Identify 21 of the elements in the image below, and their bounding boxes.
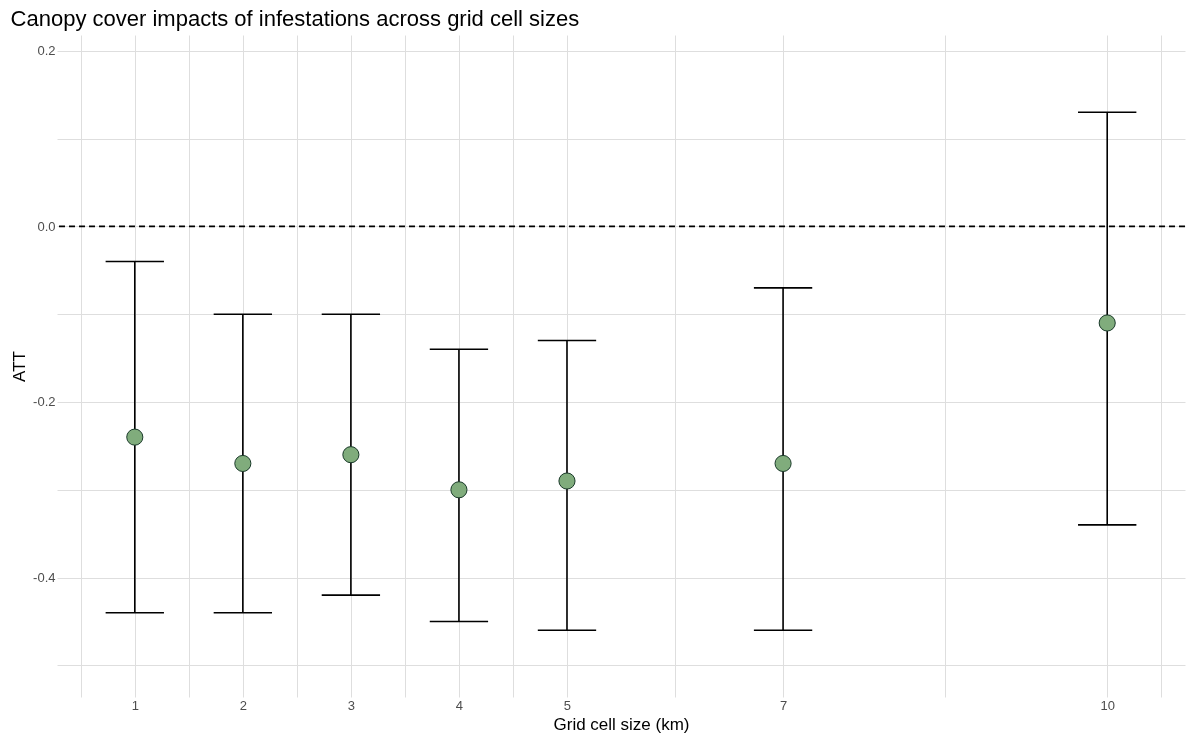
x-tick-label: 3 xyxy=(347,697,355,713)
x-tick-label: 2 xyxy=(239,697,247,713)
x-tick-label: 4 xyxy=(455,697,464,713)
y-tick-label: -0.2 xyxy=(33,394,56,410)
x-tick-label: 7 xyxy=(779,697,788,713)
point xyxy=(126,428,144,446)
x-tick-label: 1 xyxy=(131,697,139,713)
x-tick-label: 10 xyxy=(1100,697,1115,713)
chart-title: Canopy cover impacts of infestations across grid cell sizes xyxy=(10,6,580,31)
y-tick-label: -0.4 xyxy=(33,570,56,586)
x-axis-title: Grid cell size (km) xyxy=(553,714,690,734)
point xyxy=(342,446,360,464)
y-axis-title: ATT xyxy=(10,351,30,382)
x-tick-label: 5 xyxy=(563,697,572,713)
point xyxy=(1098,314,1116,332)
point xyxy=(450,481,468,499)
point xyxy=(234,454,252,472)
point xyxy=(774,454,792,472)
point xyxy=(558,472,576,490)
y-tick-label: 0.0 xyxy=(37,218,56,234)
y-tick-label: 0.2 xyxy=(37,43,56,59)
